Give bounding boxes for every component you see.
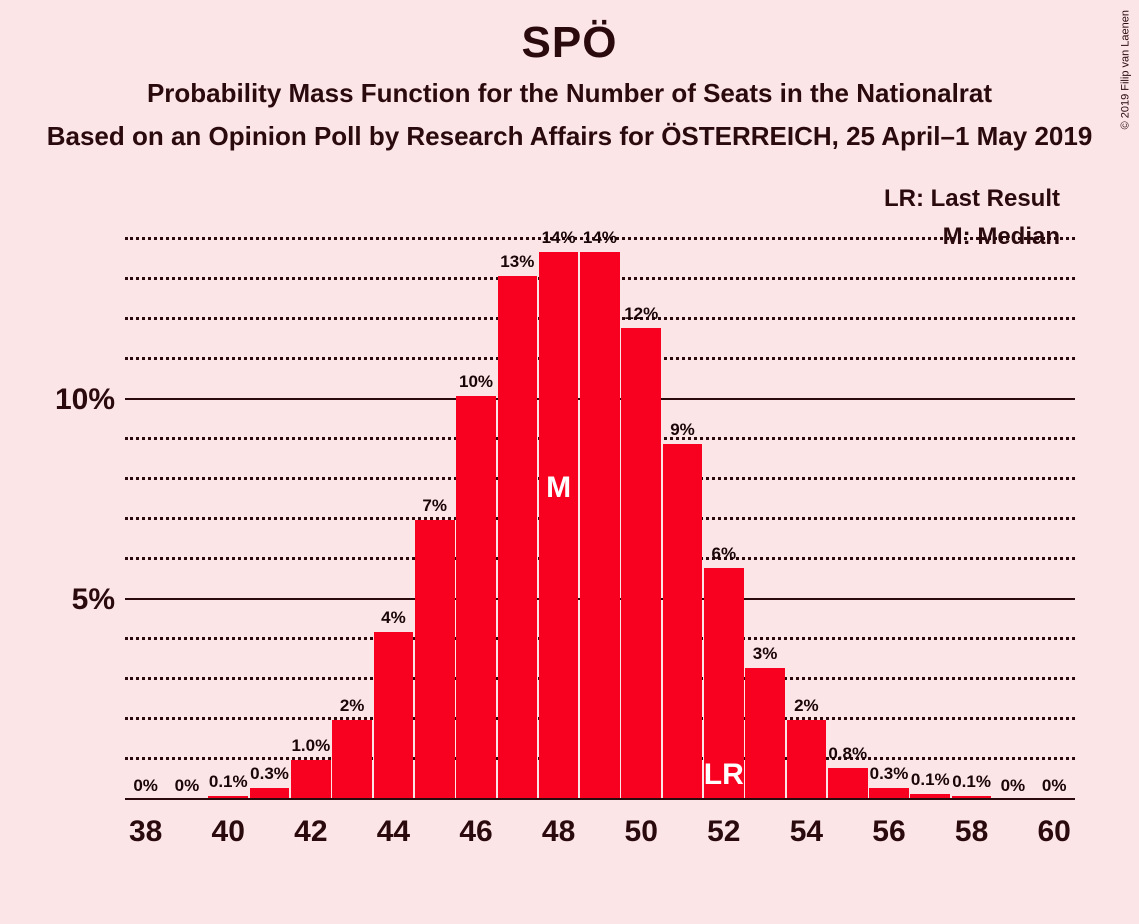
bar-slot: 0.3%: [868, 200, 909, 800]
bar-value-label: 7%: [422, 496, 447, 516]
bar: 14%M: [539, 252, 579, 800]
bar-value-label: 0.8%: [828, 744, 867, 764]
y-axis-label: 10%: [55, 383, 115, 417]
bar-slot: 13%: [497, 200, 538, 800]
plot: 5%10% 0%0%0.1%0.3%1.0%2%4%7%10%13%14%M14…: [125, 200, 1075, 800]
x-tick: 40: [208, 815, 249, 849]
bar-value-label: 1.0%: [291, 736, 330, 756]
chart-subtitle: Probability Mass Function for the Number…: [0, 78, 1139, 109]
bar-value-label: 0%: [133, 776, 158, 796]
x-tick: 54: [786, 815, 827, 849]
bar-value-label: 10%: [459, 372, 493, 392]
bar-slot: 0.3%: [249, 200, 290, 800]
bar-slot: 14%: [579, 200, 620, 800]
chart-area: LR: Last Result M: Median 5%10% 0%0%0.1%…: [40, 180, 1100, 880]
bar: 9%: [663, 444, 703, 800]
bar-slot: 0.1%: [951, 200, 992, 800]
bar-value-label: 0.1%: [209, 772, 248, 792]
bar-value-label: 6%: [712, 544, 737, 564]
x-tick: 50: [621, 815, 662, 849]
bar-value-label: 13%: [500, 252, 534, 272]
bar-value-label: 0.1%: [952, 772, 991, 792]
median-marker: M: [546, 471, 571, 505]
bar: 2%: [332, 720, 372, 800]
bar: 14%: [580, 252, 620, 800]
bar: 10%: [456, 396, 496, 800]
bar: 1.0%: [291, 760, 331, 800]
bar-value-label: 9%: [670, 420, 695, 440]
bar-slot: 2%: [786, 200, 827, 800]
bar-slot: 1.0%: [290, 200, 331, 800]
x-tick: 38: [125, 815, 166, 849]
last-result-marker: LR: [704, 758, 744, 792]
bar-value-label: 12%: [624, 304, 658, 324]
x-tick: 52: [703, 815, 744, 849]
copyright-text: © 2019 Filip van Laenen: [1119, 10, 1131, 129]
x-tick: 60: [1034, 815, 1075, 849]
bar: 2%: [787, 720, 827, 800]
bar-value-label: 0%: [175, 776, 200, 796]
bar: 7%: [415, 520, 455, 800]
bar-slot: 4%: [373, 200, 414, 800]
bar-slot: 0%: [992, 200, 1033, 800]
bar-value-label: 2%: [340, 696, 365, 716]
bar-slot: 0%: [166, 200, 207, 800]
y-axis-label: 5%: [72, 583, 115, 617]
x-tick: 42: [290, 815, 331, 849]
bar-slot: 14% M: [538, 200, 579, 800]
bar-slot: 0.1%: [208, 200, 249, 800]
bar: 13%: [498, 276, 538, 800]
bar-value-label: 0%: [1001, 776, 1026, 796]
bar-value-label: 14%: [542, 228, 576, 248]
x-tick: 58: [951, 815, 992, 849]
bar-slot: 6% LR: [703, 200, 744, 800]
bar-value-label: 14%: [583, 228, 617, 248]
bar-slot: 0%: [1034, 200, 1075, 800]
x-tick: 46: [455, 815, 496, 849]
bar-slot: 3%: [744, 200, 785, 800]
bar-slot: 9%: [662, 200, 703, 800]
x-axis: 3839404142434445464748495051525354555657…: [125, 815, 1075, 849]
bar-slot: 0%: [125, 200, 166, 800]
bars: 0%0%0.1%0.3%1.0%2%4%7%10%13%14%M14%12%9%…: [125, 200, 1075, 800]
bar: 6%LR: [704, 568, 744, 800]
bar-slot: 0.1%: [910, 200, 951, 800]
bar-slot: 12%: [621, 200, 662, 800]
bar-value-label: 3%: [753, 644, 778, 664]
bar-value-label: 0.1%: [911, 770, 950, 790]
bar-slot: 2%: [331, 200, 372, 800]
bar-value-label: 0%: [1042, 776, 1067, 796]
bar-value-label: 0.3%: [250, 764, 289, 784]
x-tick: 56: [868, 815, 909, 849]
bar: 3%: [745, 668, 785, 800]
bar-value-label: 0.3%: [870, 764, 909, 784]
x-tick: 48: [538, 815, 579, 849]
bar: 0.8%: [828, 768, 868, 800]
bar: 12%: [621, 328, 661, 800]
bar-slot: 7%: [414, 200, 455, 800]
bar-slot: 10%: [455, 200, 496, 800]
bar-value-label: 4%: [381, 608, 406, 628]
bar-value-label: 2%: [794, 696, 819, 716]
bar: 4%: [374, 632, 414, 800]
x-tick: 44: [373, 815, 414, 849]
chart-subtitle2: Based on an Opinion Poll by Research Aff…: [0, 121, 1139, 152]
chart-title: SPÖ: [0, 18, 1139, 68]
x-baseline: [125, 798, 1075, 800]
bar-slot: 0.8%: [827, 200, 868, 800]
